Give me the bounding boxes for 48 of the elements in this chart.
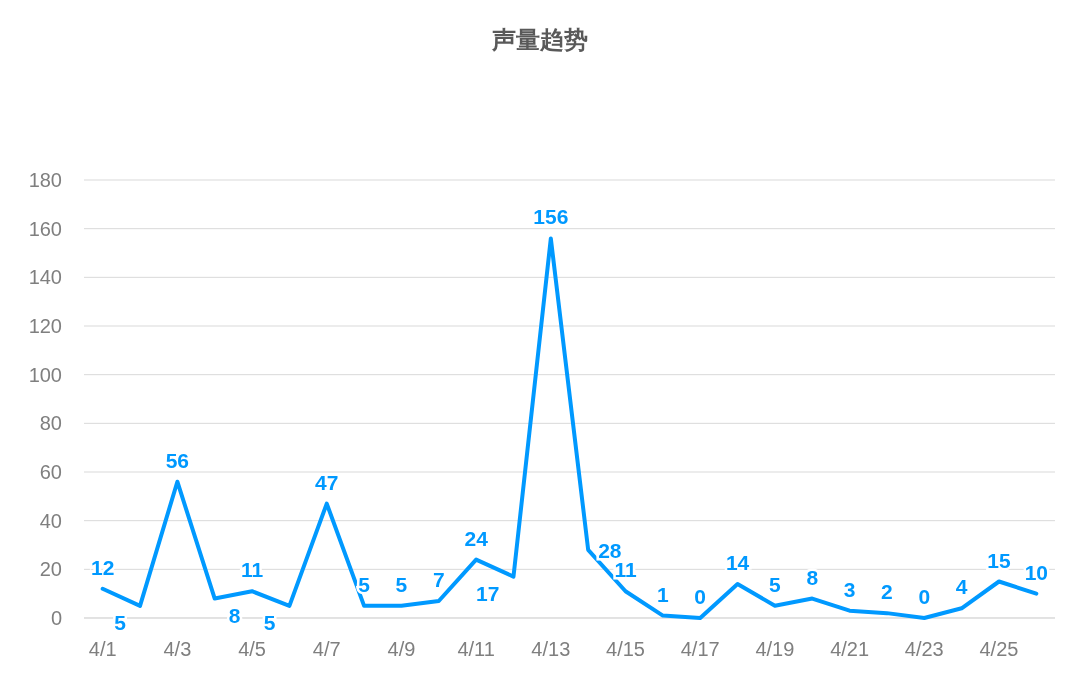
y-tick-label: 160 bbox=[28, 217, 62, 240]
y-tick-label: 0 bbox=[50, 607, 62, 629]
y-tick-label: 180 bbox=[28, 169, 62, 191]
data-label: 8 bbox=[228, 603, 241, 627]
x-tick-label: 4/13 bbox=[531, 638, 571, 660]
data-label: 47 bbox=[315, 470, 339, 494]
data-label: 12 bbox=[90, 555, 115, 579]
x-tick-label: 4/11 bbox=[457, 638, 495, 660]
data-label: 2 bbox=[881, 580, 893, 604]
data-label: 8 bbox=[806, 565, 819, 589]
y-tick-label: 40 bbox=[39, 509, 62, 532]
data-label: 5 bbox=[395, 572, 408, 596]
data-label: 56 bbox=[165, 448, 190, 472]
data-label: 4 bbox=[955, 575, 968, 599]
data-label: 17 bbox=[476, 581, 500, 605]
data-label: 0 bbox=[918, 585, 931, 608]
data-label: 5 bbox=[114, 610, 127, 634]
x-tick-label: 4/1 bbox=[88, 638, 117, 660]
data-label: 5 bbox=[769, 572, 782, 596]
x-tick-label: 4/19 bbox=[755, 638, 795, 660]
data-label: 1 bbox=[657, 582, 670, 606]
x-tick-label: 4/5 bbox=[238, 638, 266, 660]
x-tick-label: 4/15 bbox=[606, 638, 645, 660]
x-tick-label: 4/9 bbox=[387, 638, 416, 660]
data-label: 10 bbox=[1024, 560, 1049, 584]
data-label: 5 bbox=[263, 610, 276, 634]
data-label: 15 bbox=[987, 548, 1011, 572]
y-tick-label: 140 bbox=[28, 266, 62, 289]
data-label: 5 bbox=[358, 572, 371, 596]
data-label: 7 bbox=[432, 567, 445, 591]
y-tick-label: 100 bbox=[28, 363, 62, 386]
data-label: 11 bbox=[240, 558, 264, 582]
data-label: 156 bbox=[533, 205, 569, 229]
data-label: 14 bbox=[725, 550, 750, 574]
y-tick-label: 20 bbox=[39, 558, 62, 581]
data-label: 0 bbox=[694, 585, 707, 608]
x-tick-label: 4/17 bbox=[680, 638, 720, 660]
x-tick-label: 4/25 bbox=[979, 638, 1019, 660]
y-tick-label: 120 bbox=[28, 315, 62, 337]
data-label: 3 bbox=[843, 577, 856, 601]
data-label: 24 bbox=[464, 526, 489, 550]
y-tick-label: 60 bbox=[39, 461, 62, 483]
y-tick-label: 80 bbox=[39, 412, 62, 435]
x-tick-label: 4/3 bbox=[163, 638, 192, 660]
x-tick-label: 4/23 bbox=[904, 638, 944, 660]
chart-title: 声量趋势 bbox=[491, 26, 588, 53]
x-tick-label: 4/21 bbox=[830, 638, 870, 660]
x-tick-label: 4/7 bbox=[312, 638, 341, 660]
